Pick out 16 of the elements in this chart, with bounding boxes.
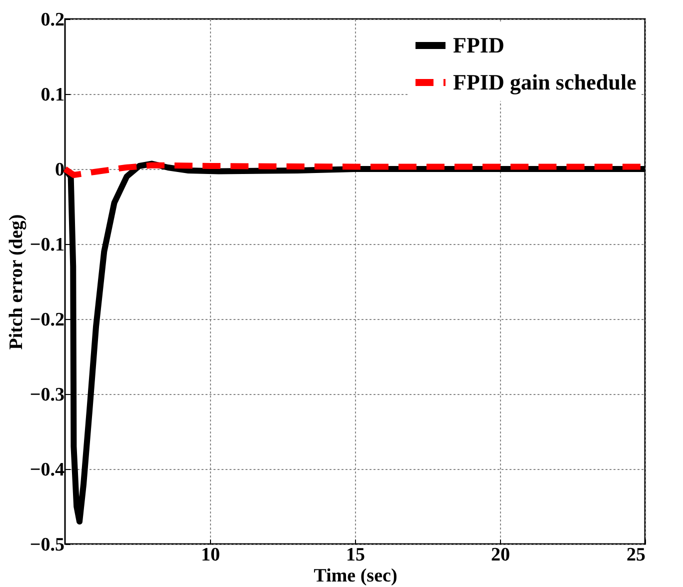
y-tick-label: 0.1 <box>40 84 64 106</box>
legend-label: FPID <box>453 32 504 58</box>
y-tick-label: 0 <box>55 160 64 180</box>
legend-label: FPID gain schedule <box>453 70 637 94</box>
y-tick-label: 0.2 <box>40 10 64 30</box>
x-tick-label: 15 <box>346 544 365 566</box>
y-tick-label: −0.1 <box>30 234 64 256</box>
x-axis-title: Time (sec) <box>314 566 398 586</box>
x-tick-label: 10 <box>201 544 220 566</box>
y-tick-label: −0.5 <box>30 534 64 556</box>
y-tick-label: −0.2 <box>30 310 64 330</box>
y-axis-title: Pitch error (deg) <box>6 214 27 350</box>
x-tick-label: 20 <box>491 544 510 566</box>
y-tick-label: −0.3 <box>30 384 64 406</box>
x-tick-label: 25 <box>626 544 646 566</box>
y-tick-label: −0.4 <box>30 460 65 480</box>
